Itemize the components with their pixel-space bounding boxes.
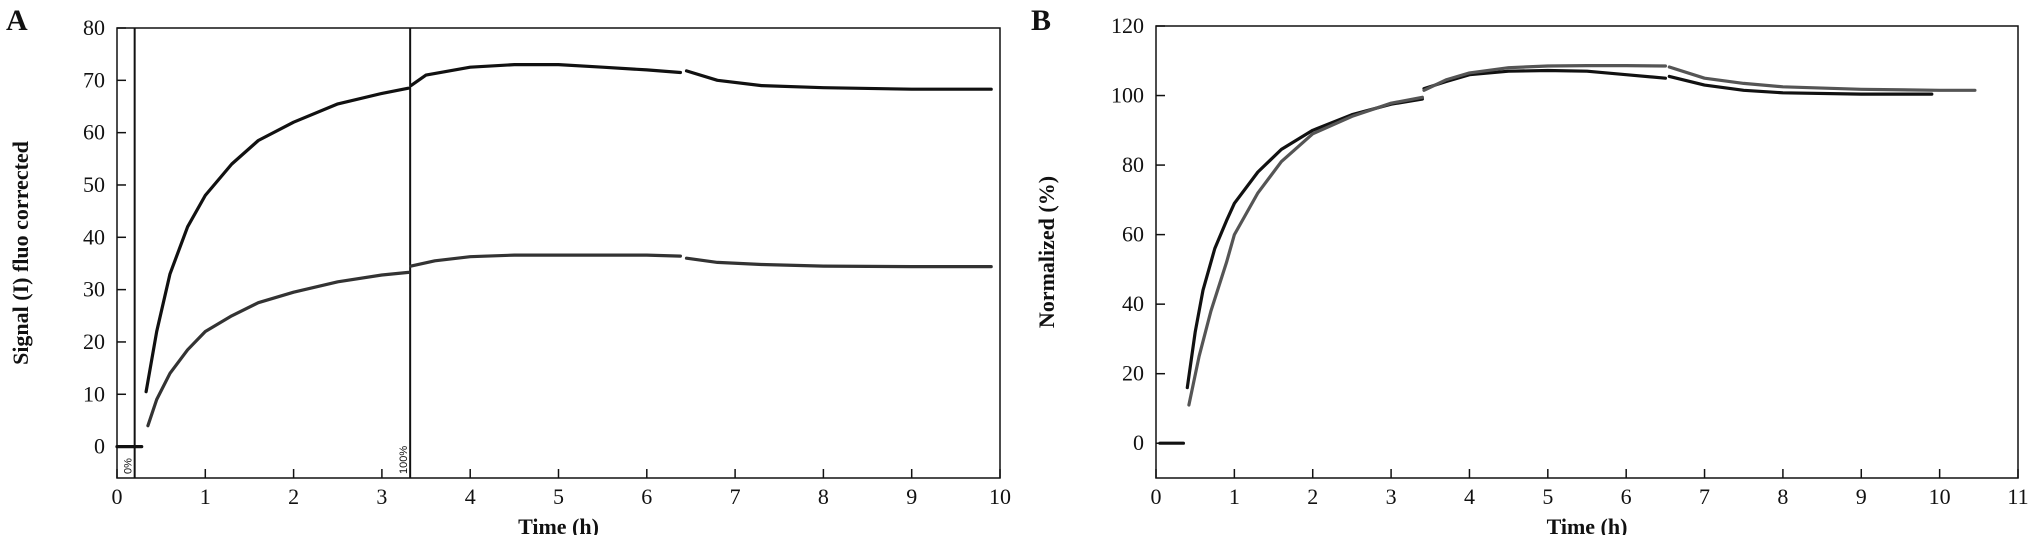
x-tick-label: 6 [1621, 484, 1632, 509]
y-tick-label: 60 [1122, 222, 1144, 247]
x-tick-label: 6 [641, 484, 652, 509]
x-tick-label: 1 [1229, 484, 1240, 509]
y-tick-label: 120 [1111, 13, 1144, 38]
x-tick-label: 3 [376, 484, 387, 509]
series-1-line [1667, 74, 1934, 96]
x-tick-label: 4 [1464, 484, 1475, 509]
y-tick-label: 20 [83, 329, 105, 354]
panel-letter: A [6, 4, 28, 37]
x-tick-label: 4 [465, 484, 476, 509]
y-tick-label: 20 [1122, 361, 1144, 386]
x-tick-label: 5 [553, 484, 564, 509]
series-1-line [1422, 68, 1667, 91]
plot-frame [1155, 25, 2019, 479]
series-2-line [409, 253, 682, 268]
x-tick-label: 3 [1386, 484, 1397, 509]
x-axis-label: Time (h) [518, 514, 599, 535]
x-tick-label: 0 [112, 484, 123, 509]
y-tick-label: 0 [1133, 430, 1144, 455]
x-tick-label: 1 [200, 484, 211, 509]
y-tick-label: 80 [1122, 152, 1144, 177]
panel-b: 0 1 2 3 4 5 6 7 8 9 10 11 0 20 40 60 80 100 120 Time (h) Nor… [1031, 4, 2029, 535]
series-1-line [144, 86, 410, 394]
series-2-line [146, 270, 410, 428]
x-tick-label: 7 [730, 484, 741, 509]
event-marker-label: 100% [398, 446, 410, 474]
x-tick-label: 11 [2007, 484, 2028, 509]
x-tick-label: 8 [818, 484, 829, 509]
panel-a: 0 1 2 3 4 5 6 7 8 9 10 0 10 20 30 40 50 60 70 80 Time (h) Sig… [6, 4, 1011, 535]
y-tick-label: 80 [83, 15, 105, 40]
y-tick-label: 40 [83, 224, 105, 249]
x-tick-label: 5 [1542, 484, 1553, 509]
x-tick-label: 9 [1856, 484, 1867, 509]
y-tick-label: 40 [1122, 291, 1144, 316]
event-marker-label: 0% [123, 458, 135, 474]
panel-letter: B [1031, 4, 1051, 37]
series-1-line [684, 69, 993, 91]
x-tick-label: 8 [1777, 484, 1788, 509]
x-tick-label: 2 [288, 484, 299, 509]
x-axis-label: Time (h) [1547, 514, 1628, 535]
y-tick-label: 10 [83, 381, 105, 406]
y-tick-label: 70 [83, 67, 105, 92]
x-tick-label: 9 [906, 484, 917, 509]
plot-frame [116, 27, 1001, 479]
x-tick-label: 7 [1699, 484, 1710, 509]
y-tick-label: 60 [83, 120, 105, 145]
series-2-line [1187, 95, 1424, 407]
y-tick-label: 30 [83, 277, 105, 302]
x-tick-label: 10 [1929, 484, 1951, 509]
x-tick-label: 2 [1307, 484, 1318, 509]
x-tick-label: 10 [989, 484, 1011, 509]
y-tick-label: 0 [94, 434, 105, 459]
series-2-line [684, 256, 993, 269]
series-2-line [1422, 63, 1667, 92]
series-1-line [409, 62, 682, 88]
series-2-line [1667, 65, 1977, 92]
y-axis-label: Signal (I) fluo corrected [8, 141, 33, 365]
y-tick-label: 100 [1111, 83, 1144, 108]
x-tick-label: 0 [1151, 484, 1162, 509]
y-axis-label: Normalized (%) [1034, 176, 1059, 328]
y-tick-label: 50 [83, 172, 105, 197]
